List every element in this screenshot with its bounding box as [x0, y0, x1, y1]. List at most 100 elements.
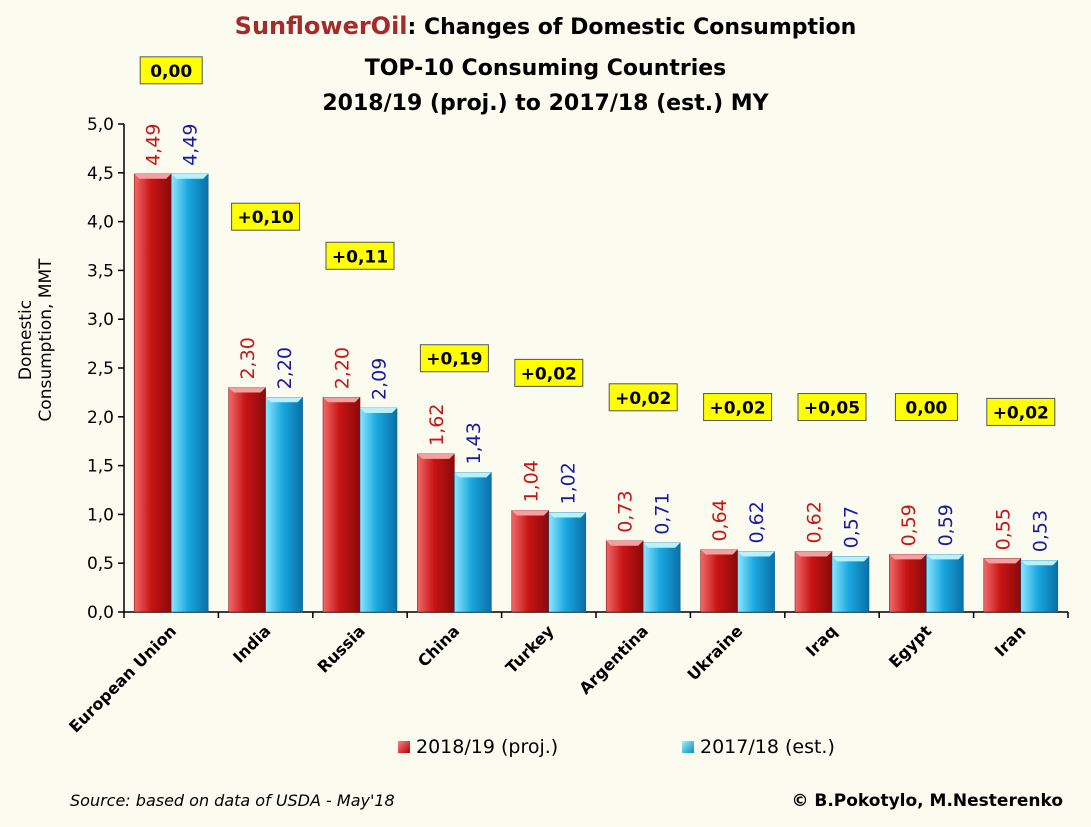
- data-label-2018-19: 1,04: [520, 460, 542, 502]
- chart-title: SunflowerOil: Changes of Domestic Consum…: [0, 12, 1091, 40]
- data-label-2018-19: 1,62: [426, 404, 448, 446]
- bar-2017-18-bevel: [926, 554, 964, 560]
- legend-item-2017-18: 2017/18 (est.): [682, 736, 835, 758]
- y-tick-label: 4,0: [87, 213, 114, 233]
- title-main: : Changes of Domestic Consumption: [407, 15, 857, 40]
- bar-2017-18-bevel: [643, 542, 681, 548]
- change-label: +0,02: [615, 389, 671, 409]
- data-label-2017-18: 0,62: [746, 501, 768, 543]
- change-box: [325, 241, 395, 270]
- chart-subtitle: TOP-10 Consuming Countries: [364, 56, 727, 81]
- y-axis-label: Domestic Consumption, MMT: [16, 258, 56, 422]
- bar-2018-19-ukraine: [700, 549, 738, 613]
- y-tick-label: 3,5: [87, 261, 114, 281]
- change-box: [608, 383, 678, 412]
- bar-2018-19-bevel: [323, 397, 360, 403]
- bar-2018-19-bevel: [700, 549, 738, 555]
- bar-2017-18-bevel: [360, 408, 397, 414]
- y-tick-label: 5,0: [87, 115, 114, 135]
- bar-2018-19-bevel: [228, 387, 266, 393]
- change-label: +0,11: [332, 247, 388, 267]
- x-tick-label: Iraq: [802, 621, 841, 660]
- legend-label-2018-19: 2018/19 (proj.): [416, 736, 559, 758]
- data-label-2017-18: 1,02: [557, 462, 579, 504]
- change-box: [894, 393, 958, 422]
- bar-2017-18-iraq: [831, 556, 870, 613]
- y-tick-label: 1,0: [87, 505, 114, 525]
- change-box: [231, 202, 301, 231]
- bar-2018-19-iran: [983, 558, 1022, 613]
- data-label-2018-19: 2,20: [332, 347, 354, 389]
- legend-swatch-2018-19: [398, 741, 410, 753]
- credit: © B.Pokotylo, M.Nesterenko: [791, 791, 1063, 811]
- data-label-2017-18: 0,53: [1029, 510, 1051, 552]
- change-label: 0,00: [905, 399, 947, 419]
- bar-2017-18-bevel: [548, 512, 586, 518]
- bar-2017-18-ukraine: [737, 551, 775, 613]
- change-box: [419, 344, 489, 373]
- source-note: Source: based on data of USDA - May'18: [70, 791, 395, 810]
- y-tick-label: 4,5: [87, 164, 114, 184]
- bar-2017-18-bevel: [1020, 560, 1058, 566]
- data-label-2017-18: 0,71: [652, 492, 674, 534]
- bar-2018-19-bevel: [511, 510, 549, 516]
- legend-label-2017-18: 2017/18 (est.): [700, 736, 835, 758]
- x-tick-label: Iran: [991, 621, 1030, 660]
- bar-2017-18-russia: [359, 407, 398, 613]
- bar-2017-18-india: [265, 397, 303, 613]
- y-tick-label: 2,5: [87, 359, 114, 379]
- change-box: [797, 393, 867, 422]
- bar-2018-19-russia: [322, 397, 361, 613]
- data-label-2017-18: 2,09: [369, 358, 391, 400]
- bar-2018-19-iraq: [794, 551, 833, 613]
- y-tick-label: 1,5: [87, 457, 114, 477]
- x-tick-label: Argentina: [575, 621, 652, 698]
- change-label: +0,19: [426, 350, 482, 370]
- bar-2018-19-argentina: [605, 540, 644, 613]
- legend-item-2018-19: 2018/19 (proj.): [398, 736, 558, 758]
- y-tick-label: 2,0: [87, 408, 114, 428]
- data-label-2018-19: 0,73: [615, 490, 637, 532]
- title-brand: SunflowerOil: [234, 12, 408, 40]
- bar-2017-18-european-union: [170, 173, 209, 613]
- x-tick-label: Egypt: [885, 621, 935, 671]
- bar-2018-19-turkey: [511, 510, 550, 613]
- change-box: [986, 397, 1056, 426]
- change-label: +0,02: [709, 399, 765, 419]
- change-label: 0,00: [150, 62, 192, 82]
- data-label-2017-18: 4,49: [180, 123, 202, 165]
- bar-2018-19-bevel: [889, 554, 927, 560]
- bar-2018-19-bevel: [606, 540, 644, 546]
- bar-2017-18-argentina: [642, 542, 681, 613]
- chart-period: 2018/19 (proj.) to 2017/18 (est.) MY: [322, 91, 769, 116]
- bar-2018-19-bevel: [983, 558, 1021, 564]
- data-label-2018-19: 0,59: [898, 504, 920, 546]
- data-label-2017-18: 1,43: [463, 422, 485, 464]
- change-label: +0,02: [993, 403, 1049, 423]
- change-box: [703, 393, 773, 422]
- x-tick-label: Ukraine: [683, 621, 746, 684]
- bar-2017-18-bevel: [454, 472, 492, 478]
- x-tick-label: European Union: [65, 621, 180, 736]
- bar-2018-19-european-union: [133, 173, 172, 613]
- bar-2018-19-india: [228, 387, 266, 613]
- y-tick-label: 0,0: [87, 603, 114, 623]
- bar-2017-18-bevel: [737, 551, 775, 557]
- data-label-2018-19: 0,55: [992, 508, 1014, 550]
- x-tick-label: China: [414, 621, 463, 670]
- change-label: +0,05: [804, 399, 860, 419]
- data-label-2018-19: 2,30: [237, 337, 259, 379]
- y-tick-label: 0,5: [87, 554, 114, 574]
- bar-2017-18-iran: [1020, 560, 1059, 613]
- x-tick-label: Turkey: [502, 621, 558, 677]
- change-label: +0,02: [521, 364, 577, 384]
- bar-2017-18-egypt: [926, 554, 964, 613]
- bar-2017-18-bevel: [265, 397, 303, 403]
- data-label-2017-18: 2,20: [274, 347, 296, 389]
- bar-2018-19-china: [417, 453, 455, 613]
- bar-2018-19-bevel: [795, 551, 832, 557]
- bar-2018-19-bevel: [134, 173, 172, 179]
- bar-2018-19-egypt: [889, 554, 927, 613]
